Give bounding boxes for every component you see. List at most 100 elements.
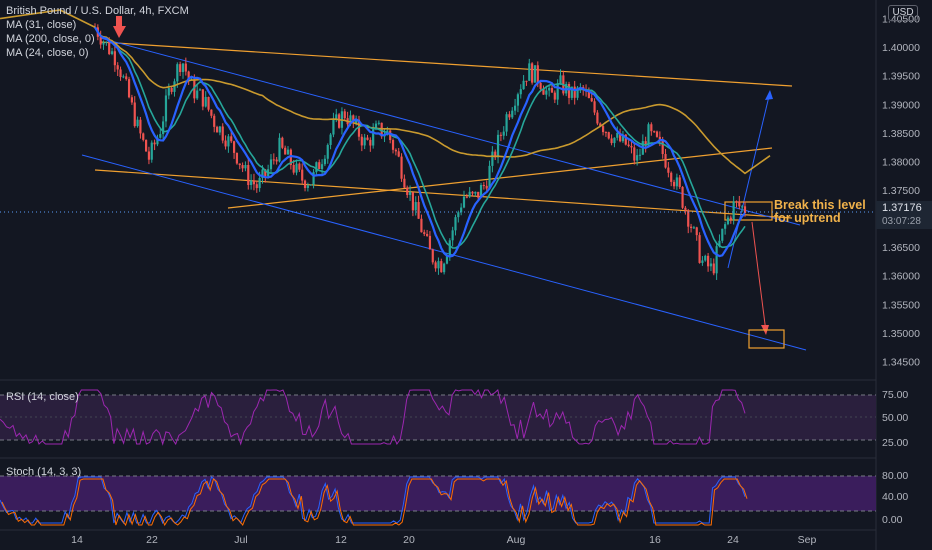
candle-body	[198, 89, 202, 91]
stoch-label[interactable]: Stoch (14, 3, 3)	[6, 466, 82, 478]
candle-body	[332, 119, 335, 135]
candle-body	[448, 240, 451, 256]
price-tick-label: 1.36500	[882, 242, 920, 254]
indicator-ma31[interactable]: MA (31, close)	[6, 19, 77, 31]
candle-body	[593, 101, 596, 113]
symbol-title[interactable]: British Pound / U.S. Dollar, 4h, FXCM	[6, 5, 189, 17]
time-tick-label: Sep	[798, 534, 817, 546]
annotation-line2: for uptrend	[774, 211, 841, 225]
candle-body	[550, 88, 554, 93]
candle-body	[729, 217, 732, 220]
candle-body	[139, 119, 142, 134]
candle-body	[712, 263, 715, 274]
candle-body	[235, 152, 239, 164]
candle-body	[320, 164, 324, 169]
break-level-annotation[interactable]: Break this level for uptrend	[774, 199, 866, 225]
candle-body	[471, 191, 474, 194]
candle-body	[326, 144, 329, 159]
candle-body	[721, 228, 724, 241]
indicator-ma24[interactable]: MA (24, close, 0)	[6, 47, 89, 59]
candle-body	[496, 134, 500, 158]
candle-body	[567, 83, 571, 98]
candle-body	[559, 75, 562, 84]
candle-body	[187, 71, 190, 80]
candle-body	[213, 115, 216, 127]
candle-body	[468, 191, 471, 197]
candle-body	[465, 196, 468, 198]
candle-body	[502, 131, 505, 136]
candle-body	[352, 115, 355, 124]
candle-body	[366, 137, 369, 140]
candle-body	[377, 122, 380, 124]
bar-countdown: 03:07:28	[882, 216, 921, 227]
candle-body	[252, 180, 256, 185]
orange-trendline-mid	[94, 169, 793, 219]
candle-body	[542, 88, 545, 95]
candle-body	[607, 132, 610, 139]
currency-badge[interactable]: USD	[888, 5, 918, 21]
stoch-tick-label: 0.00	[882, 514, 903, 526]
rsi-label[interactable]: RSI (14, close)	[6, 391, 79, 403]
candle-body	[218, 126, 221, 133]
candle-body	[479, 185, 483, 198]
candle-body	[553, 92, 556, 100]
candle-body	[692, 227, 696, 229]
candle-body	[110, 51, 114, 55]
candle-body	[306, 185, 309, 188]
candle-body	[408, 192, 412, 195]
time-tick-label: 24	[727, 534, 739, 546]
candle-body	[184, 63, 187, 72]
candle-body	[508, 114, 511, 118]
candle-body	[482, 185, 485, 187]
candle-body	[689, 226, 693, 228]
candle-body	[724, 224, 727, 229]
rsi-tick-label: 75.00	[882, 389, 908, 401]
candle-body	[462, 196, 466, 208]
price-tick-label: 1.39000	[882, 99, 920, 111]
candle-body	[732, 201, 735, 220]
candle-body	[173, 81, 176, 92]
time-tick-label: 16	[649, 534, 661, 546]
candle-body	[741, 206, 744, 208]
orange-trendline-top	[99, 41, 793, 87]
candle-body	[318, 162, 321, 169]
candle-body	[633, 147, 636, 161]
price-tick-label: 1.35000	[882, 328, 920, 340]
candle-body	[357, 119, 361, 137]
candle-body	[272, 159, 275, 161]
candle-body	[451, 230, 454, 241]
candle-body	[159, 134, 162, 138]
candle-body	[425, 234, 429, 236]
candle-body	[221, 126, 224, 141]
candle-body	[670, 172, 673, 182]
candle-body	[207, 96, 210, 110]
candle-body	[215, 126, 219, 133]
candle-body	[230, 136, 233, 142]
candle-body	[201, 89, 204, 107]
price-tick-label: 1.34500	[882, 356, 920, 368]
candle-body	[102, 42, 105, 45]
candle-body	[621, 134, 625, 142]
candle-body	[298, 163, 301, 170]
candle-body	[423, 232, 426, 235]
annotation-line1: Break this level	[774, 198, 866, 212]
candle-body	[105, 41, 108, 43]
candle-body	[301, 169, 304, 181]
candle-body	[440, 261, 443, 273]
candle-body	[684, 207, 687, 211]
candle-body	[601, 126, 605, 133]
stoch-d-line	[1, 478, 748, 527]
candle-body	[380, 122, 383, 137]
blue-projection-up	[727, 91, 771, 269]
indicator-ma200[interactable]: MA (200, close, 0)	[6, 33, 95, 45]
candle-body	[658, 136, 661, 141]
candle-body	[477, 191, 480, 198]
candle-body	[698, 235, 701, 263]
candle-body	[576, 87, 579, 98]
current-price-label: 1.37176 03:07:28	[876, 201, 932, 229]
candle-body	[406, 187, 409, 195]
candle-body	[726, 217, 730, 225]
candle-body	[363, 137, 366, 146]
candle-body	[556, 83, 559, 100]
